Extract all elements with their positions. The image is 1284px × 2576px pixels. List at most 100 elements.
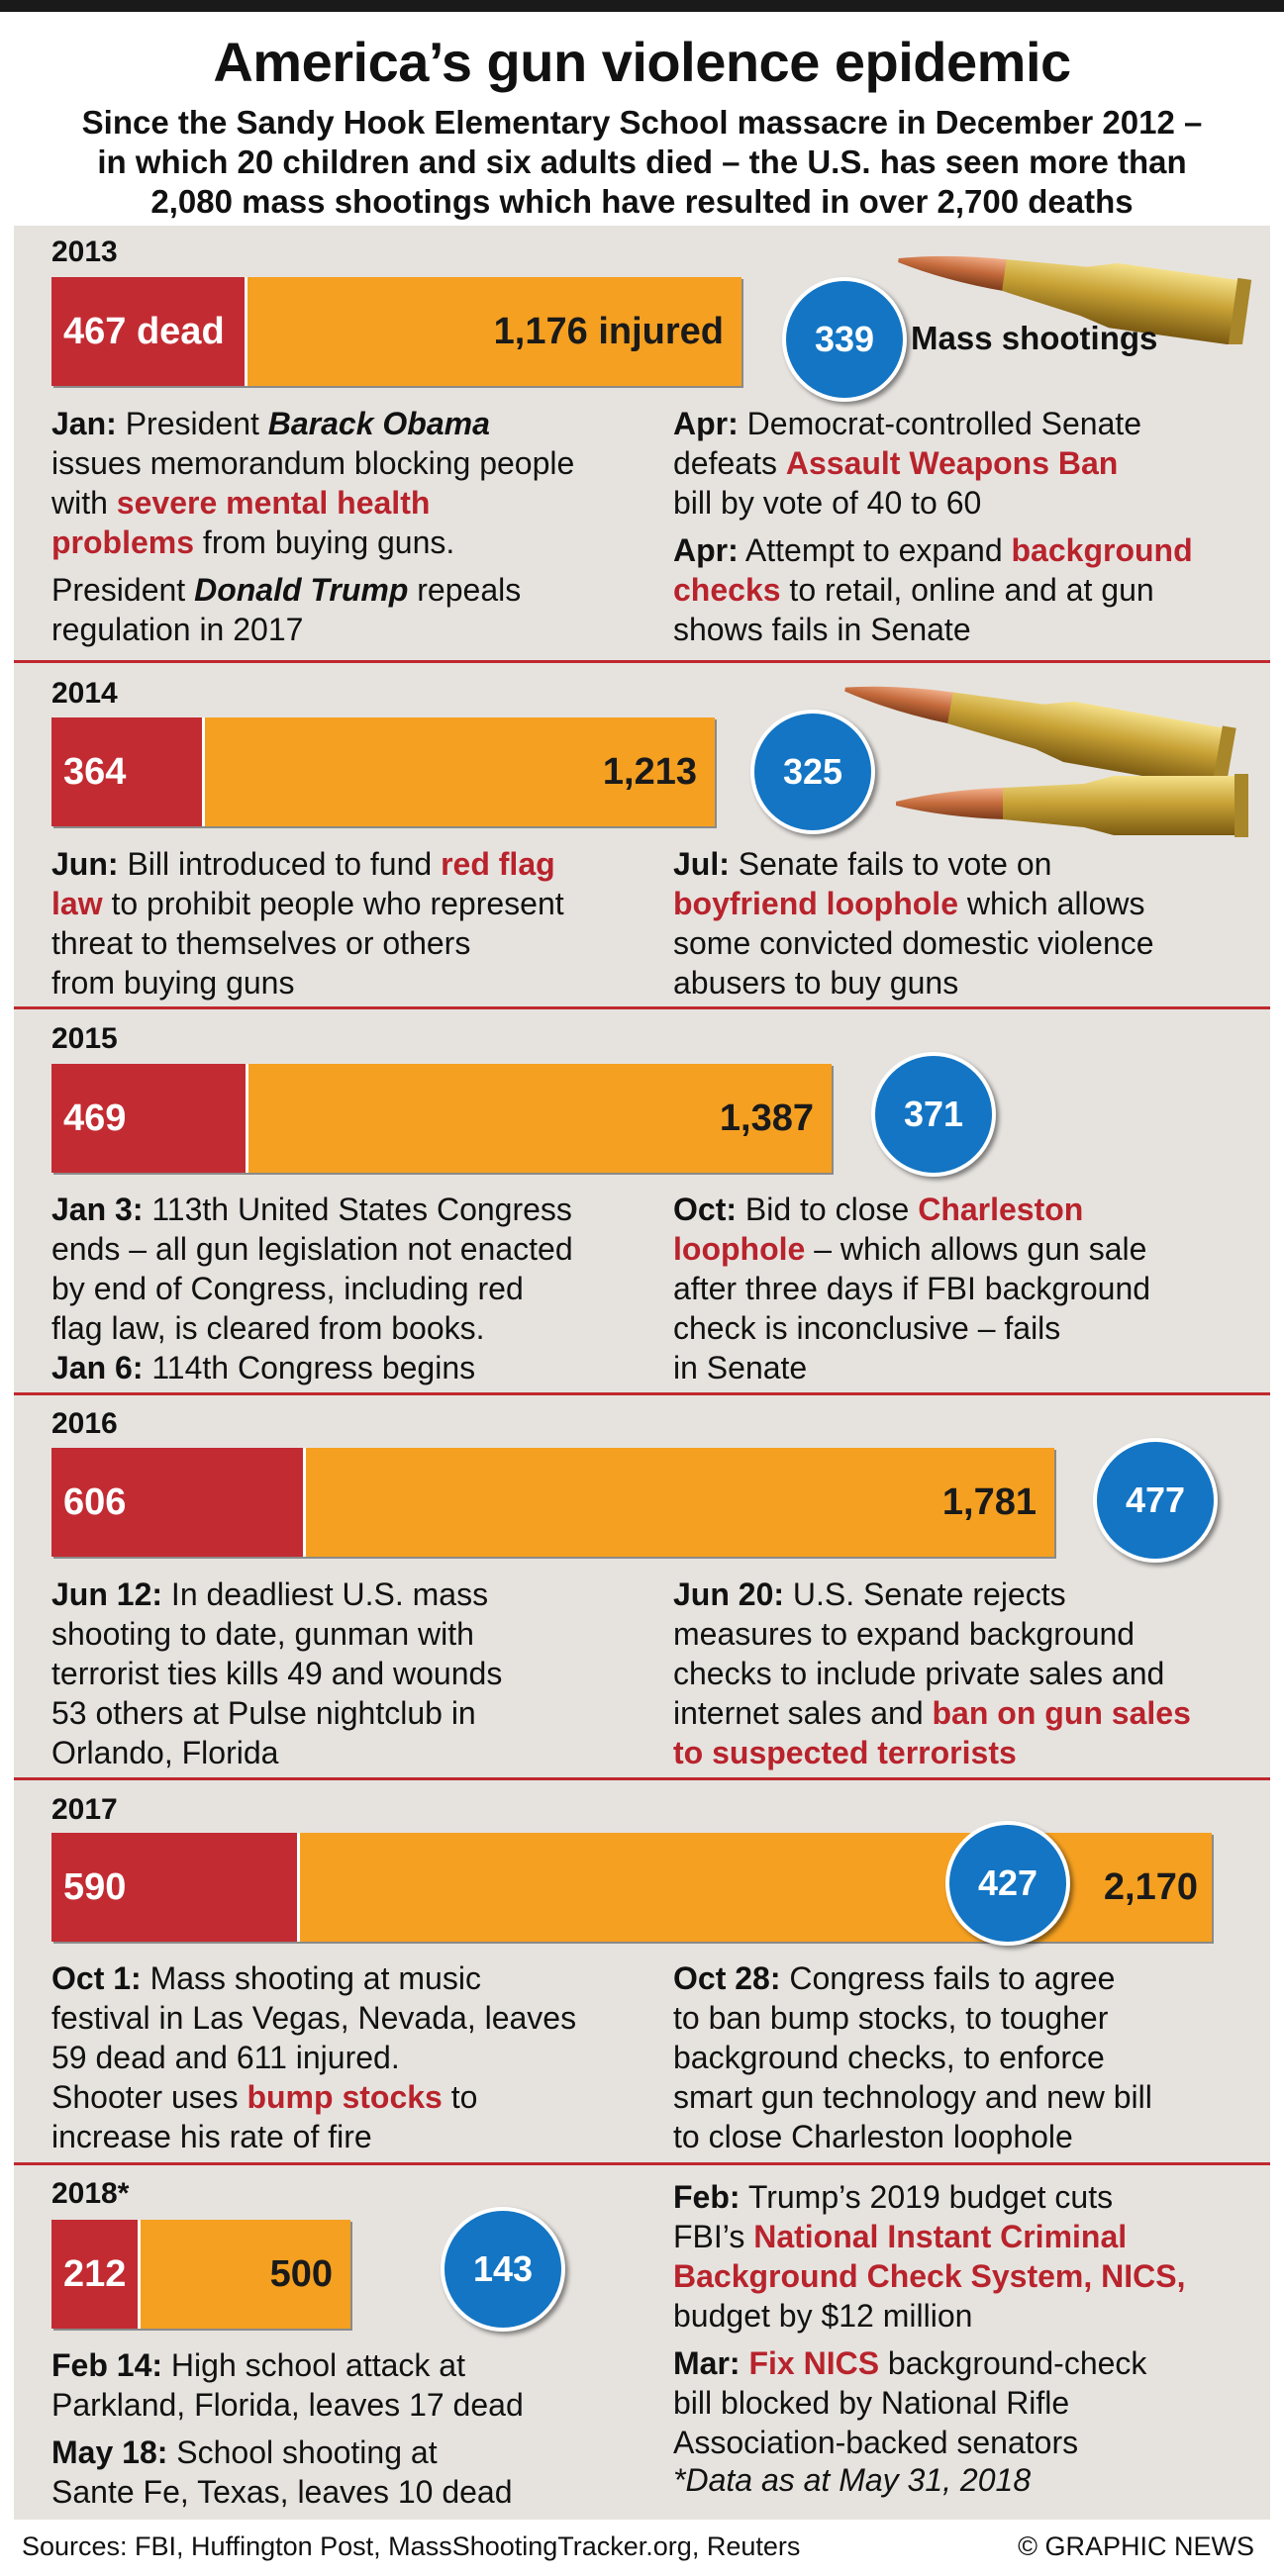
text-line: from buying guns: [51, 963, 655, 1002]
copyright: © GRAPHIC NEWS: [1018, 2531, 1254, 2561]
event-text-left: Feb 14: High school attack at Parkland, F…: [51, 2345, 655, 2512]
mass-shootings-label: Mass shootings: [911, 320, 1158, 356]
text-line: Parkland, Florida, leaves 17 dead: [51, 2385, 655, 2425]
text-line: increase his rate of fire: [51, 2117, 655, 2156]
text-line: Oct 28: Congress fails to agree: [673, 1958, 1267, 1998]
text-segment: Jun 20:: [673, 1576, 785, 1612]
text-segment: some convicted domestic violence: [673, 925, 1154, 961]
event-text-right: Oct 28: Congress fails to agree to ban bu…: [673, 1958, 1267, 2156]
dead-value-label: 467 dead: [63, 310, 225, 352]
text-line: budget by $12 million: [673, 2296, 1267, 2336]
event-text-right: Oct: Bid to close Charleston loophole – w…: [673, 1190, 1267, 1387]
text-line: 53 others at Pulse nightclub in: [51, 1693, 655, 1733]
text-segment: President: [116, 406, 268, 441]
text-line: threat to themselves or others: [51, 923, 655, 963]
year-label-2015: 2015: [51, 1022, 118, 1055]
bar-2018: 212 500: [51, 2220, 350, 2329]
text-segment: Donald Trump: [194, 572, 409, 608]
text-segment: 114th Congress begins: [143, 1350, 476, 1385]
text-segment: Parkland, Florida, leaves 17 dead: [51, 2387, 524, 2423]
text-line: Jun: Bill introduced to fund red flag: [51, 844, 655, 884]
text-segment: Jan:: [51, 406, 117, 441]
text-segment: High school attack at: [162, 2347, 465, 2383]
text-line: terrorist ties kills 49 and wounds: [51, 1654, 655, 1693]
dead-value-label: 590: [63, 1865, 127, 1908]
text-line: by end of Congress, including red: [51, 1269, 655, 1308]
text-segment: to close Charleston loophole: [673, 2119, 1073, 2154]
text-line: bill blocked by National Rifle: [673, 2383, 1267, 2423]
text-line: check is inconclusive – fails: [673, 1308, 1267, 1348]
text-segment: flag law, is cleared from books.: [51, 1310, 485, 1346]
text-line: defeats Assault Weapons Ban: [673, 443, 1267, 483]
text-line: flag law, is cleared from books.: [51, 1308, 655, 1348]
text-segment: bump stocks: [247, 2079, 443, 2115]
text-segment: loophole: [673, 1231, 806, 1267]
page-title: America’s gun violence epidemic: [213, 31, 1071, 93]
text-segment: Bid to close: [737, 1192, 919, 1227]
subtitle-line: 2,080 mass shootings which have resulted…: [150, 183, 1134, 220]
text-line: Jul: Senate fails to vote on: [673, 844, 1267, 884]
subtitle-line: in which 20 children and six adults died…: [97, 143, 1187, 180]
text-line: measures to expand background: [673, 1614, 1267, 1654]
text-segment: after three days if FBI background: [673, 1271, 1151, 1306]
text-line: to suspected terrorists: [673, 1733, 1267, 1772]
text-segment: festival in Las Vegas, Nevada, leaves: [51, 2000, 577, 2036]
year-separator: [14, 1006, 1270, 1009]
text-line: festival in Las Vegas, Nevada, leaves: [51, 1998, 655, 2038]
text-segment: President: [51, 572, 195, 608]
top-bar: [0, 0, 1284, 12]
text-segment: Barack Obama: [267, 406, 490, 441]
text-segment: Sante Fe, Texas, leaves 10 dead: [51, 2474, 513, 2510]
text-line: Apr: Democrat-controlled Senate: [673, 404, 1267, 443]
text-segment: issues memorandum blocking people: [51, 445, 575, 481]
text-segment: to retail, online and at gun: [780, 572, 1154, 608]
bar-dead: [51, 1448, 306, 1557]
text-line: law to prohibit people who represent: [51, 884, 655, 923]
text-line: checks to include private sales and: [673, 1654, 1267, 1693]
text-segment: checks: [673, 572, 781, 608]
text-segment: Charleston: [918, 1192, 1084, 1227]
bar-dead: [51, 717, 205, 826]
bar-injured: [300, 1833, 1212, 1942]
year-separator: [14, 1392, 1270, 1395]
text-segment: background-check: [879, 2345, 1147, 2381]
text-segment: In deadliest U.S. mass: [162, 1576, 489, 1612]
text-segment: threat to themselves or others: [51, 925, 471, 961]
text-segment: Senate fails to vote on: [729, 846, 1052, 882]
subtitle-line: Since the Sandy Hook Elementary School m…: [81, 104, 1203, 141]
injured-value-label: 1,781: [941, 1480, 1037, 1523]
injured-value-label: 1,213: [602, 750, 697, 793]
text-line: Jun 20: U.S. Senate rejects: [673, 1574, 1267, 1614]
bar-dead: [51, 1833, 300, 1942]
text-line: Jan: President Barack Obama: [51, 404, 655, 443]
text-segment: bill blocked by National Rifle: [673, 2385, 1070, 2421]
bullet-icon: [898, 255, 1252, 344]
text-segment: U.S. Senate rejects: [784, 1576, 1066, 1612]
text-line: Oct: Bid to close Charleston: [673, 1190, 1267, 1229]
text-segment: with: [51, 485, 117, 521]
mass-shootings-circle: 477: [1093, 1438, 1218, 1563]
text-segment: from buying guns.: [194, 525, 455, 560]
text-segment: Democrat-controlled Senate: [738, 406, 1142, 441]
text-line: abusers to buy guns: [673, 963, 1267, 1002]
year-label-2017: 2017: [51, 1793, 118, 1826]
bar-injured: [205, 717, 715, 826]
timeline-panel: [14, 226, 1270, 2520]
text-segment: Mar:: [673, 2345, 741, 2381]
text-line: 59 dead and 611 injured.: [51, 2038, 655, 2077]
text-segment: law: [51, 886, 103, 921]
text-segment: FBI’s: [673, 2219, 754, 2254]
mass-shootings-circle: 339: [782, 277, 907, 402]
text-segment: Jun:: [51, 846, 119, 882]
text-segment: Bill introduced to fund: [118, 846, 442, 882]
text-segment: Oct 1:: [51, 1960, 142, 1996]
text-segment: Background Check System, NICS,: [673, 2258, 1186, 2294]
text-segment: Oct:: [673, 1192, 737, 1227]
text-segment: – which allows gun sale: [805, 1231, 1147, 1267]
text-segment: background checks, to enforce: [673, 2040, 1105, 2075]
text-segment: by end of Congress, including red: [51, 1271, 524, 1306]
text-line: in Senate: [673, 1348, 1267, 1387]
text-line: background checks, to enforce: [673, 2038, 1267, 2077]
text-line: shooting to date, gunman with: [51, 1614, 655, 1654]
text-segment: abusers to buy guns: [673, 965, 959, 1001]
